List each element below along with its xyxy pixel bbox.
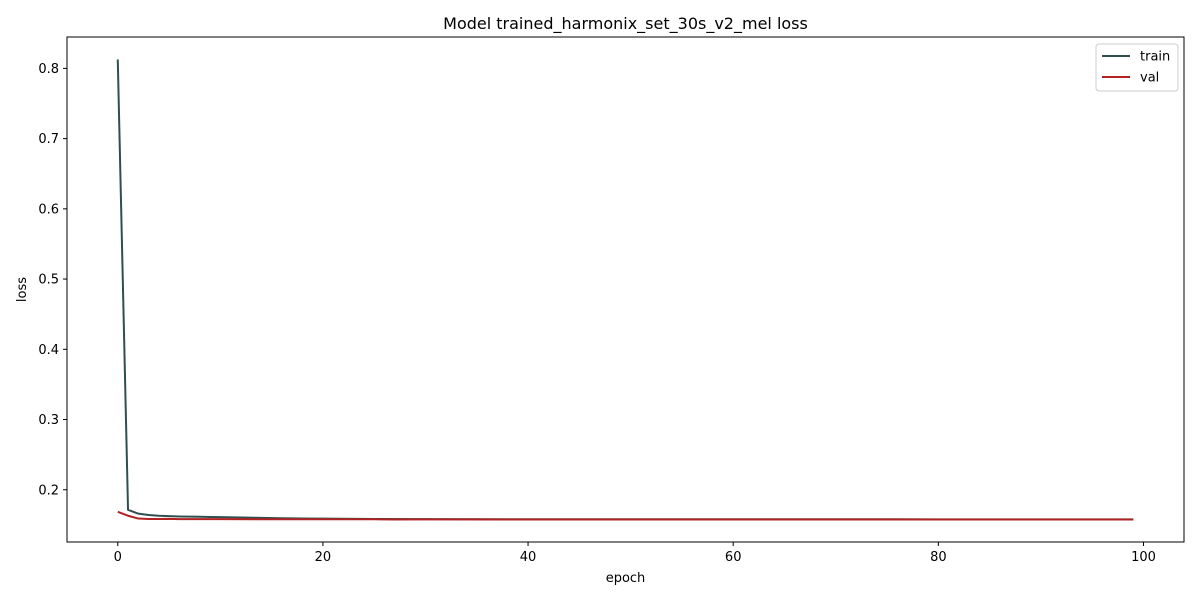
axes-frame	[66, 36, 1185, 543]
legend-label-val: val	[1140, 71, 1159, 86]
x-axis: 0 20 40 60 80 100	[114, 542, 1156, 565]
y-axis-label: loss	[15, 277, 30, 302]
x-tick-label: 80	[930, 550, 947, 565]
x-tick-label: 60	[725, 550, 742, 565]
y-tick-label: 0.5	[38, 273, 59, 288]
x-tick-label: 20	[315, 550, 332, 565]
plot-area	[116, 59, 1134, 521]
series-line-val	[117, 510, 1134, 521]
y-tick-label: 0.2	[38, 483, 59, 498]
y-tick-label: 0.8	[38, 62, 59, 77]
y-tick-label: 0.4	[38, 343, 59, 358]
x-tick-label: 40	[520, 550, 537, 565]
y-axis: 0.2 0.3 0.4 0.5 0.6 0.7 0.8	[38, 62, 67, 498]
y-tick-label: 0.3	[38, 413, 59, 428]
legend: train val	[1095, 43, 1179, 92]
x-axis-label: epoch	[606, 571, 646, 586]
y-tick-label: 0.7	[38, 132, 59, 147]
x-tick-label: 100	[1131, 550, 1156, 565]
chart-title: Model trained_harmonix_set_30s_v2_mel lo…	[443, 14, 808, 34]
series-line-train	[116, 59, 1134, 521]
legend-label-train: train	[1140, 50, 1170, 65]
y-tick-label: 0.6	[38, 202, 59, 217]
x-tick-label: 0	[114, 550, 122, 565]
